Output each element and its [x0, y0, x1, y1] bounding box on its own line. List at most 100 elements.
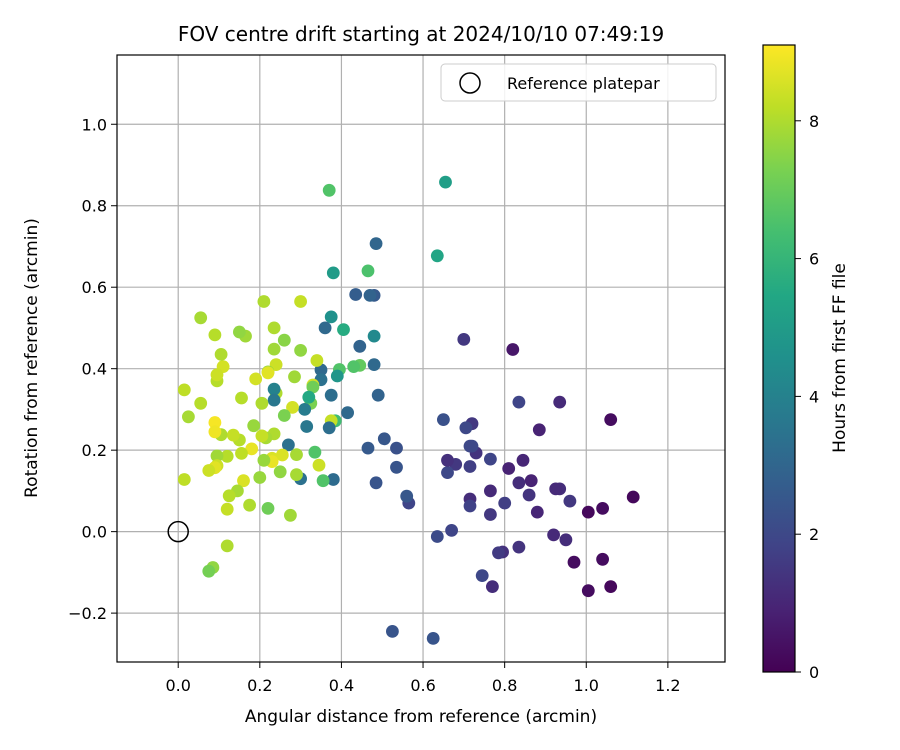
data-point	[222, 489, 236, 503]
colorbar-label: Hours from first FF file	[830, 263, 850, 453]
data-point	[253, 471, 267, 484]
data-point	[261, 502, 275, 515]
y-tick-label: 1.0	[82, 115, 107, 134]
y-axis-label: Rotation from reference (arcmin)	[22, 218, 42, 498]
y-tick-label: 0.0	[82, 523, 107, 542]
data-point	[581, 505, 595, 519]
colorbar-tick-label: 8	[809, 112, 819, 131]
data-point	[386, 625, 399, 638]
data-point	[522, 488, 536, 502]
x-tick-label: 0.4	[329, 676, 354, 695]
x-tick-label: 0.8	[492, 676, 517, 695]
data-point	[275, 448, 289, 462]
data-points	[177, 175, 640, 645]
data-point	[298, 403, 312, 416]
data-point	[430, 249, 444, 263]
data-point	[267, 321, 281, 335]
colorbar: 0 2 4 6 8 Hours from first FF file	[762, 44, 850, 682]
data-point	[361, 264, 375, 278]
data-point	[302, 390, 316, 404]
data-point	[326, 266, 340, 280]
x-axis-label: Angular distance from reference (arcmin)	[245, 707, 597, 727]
data-point	[441, 466, 454, 479]
data-point	[567, 555, 581, 569]
data-point	[210, 449, 224, 463]
colorbar-tick-label: 6	[809, 250, 819, 269]
data-point	[202, 464, 216, 477]
data-point	[532, 423, 546, 437]
legend-label-reference-platepar: Reference platepar	[507, 74, 660, 93]
data-point	[208, 425, 222, 439]
data-point	[277, 409, 291, 422]
data-point	[243, 498, 256, 512]
data-point	[282, 438, 295, 452]
data-point	[182, 410, 195, 424]
data-point	[347, 360, 361, 373]
y-tick-label: 0.8	[82, 197, 107, 216]
data-point	[502, 462, 516, 475]
data-point	[226, 428, 240, 442]
x-tick-label: 0.2	[247, 676, 272, 695]
colorbar-tick-label: 2	[809, 525, 819, 544]
colorbar-gradient	[762, 44, 796, 673]
data-point	[257, 453, 271, 467]
data-point	[559, 533, 573, 547]
data-point	[367, 329, 381, 343]
y-tick-label: −0.2	[68, 604, 107, 623]
data-point	[208, 416, 222, 429]
data-point	[273, 465, 287, 479]
x-tick-label: 1.0	[574, 676, 599, 695]
data-point	[437, 413, 450, 426]
data-point	[310, 354, 324, 367]
data-point	[463, 499, 477, 513]
y-tick-label: 0.2	[82, 441, 107, 460]
data-point	[512, 395, 526, 409]
x-axis: 0.0 0.2 0.4 0.6 0.8 1.0 1.2	[165, 662, 681, 695]
data-point	[604, 580, 618, 593]
data-point	[214, 348, 228, 361]
y-tick-label: 0.4	[82, 360, 107, 379]
data-point	[312, 458, 326, 472]
data-point	[194, 311, 208, 325]
data-point	[284, 508, 297, 522]
data-point	[390, 441, 403, 455]
data-point	[484, 508, 497, 521]
reference-platepar-marker	[167, 520, 189, 543]
data-point	[604, 413, 618, 426]
legend-open-circle-icon	[459, 72, 481, 94]
data-point	[235, 447, 248, 460]
data-point	[390, 460, 403, 474]
data-point	[208, 328, 222, 342]
data-point	[324, 310, 338, 324]
colorbar-tick-label: 0	[809, 663, 819, 682]
data-point	[308, 445, 322, 459]
data-point	[475, 569, 489, 582]
data-point	[486, 580, 499, 593]
data-point	[233, 325, 246, 339]
data-point	[484, 452, 497, 466]
data-point	[220, 449, 234, 463]
y-axis: −0.2 0.0 0.2 0.4 0.6 0.8 1.0	[68, 115, 117, 623]
data-point	[400, 489, 414, 503]
data-point	[530, 505, 544, 519]
data-point	[326, 473, 340, 486]
data-point	[257, 295, 271, 308]
data-point	[322, 183, 336, 197]
data-point	[300, 420, 314, 433]
data-point	[247, 419, 261, 433]
data-point	[492, 546, 505, 560]
data-point	[353, 339, 367, 353]
data-point	[249, 372, 263, 386]
data-point	[267, 393, 281, 407]
data-point	[581, 584, 595, 598]
data-point	[439, 175, 452, 189]
data-point	[290, 448, 303, 461]
data-point	[549, 482, 563, 496]
plot-frame	[116, 54, 726, 663]
data-point	[367, 358, 381, 371]
data-point	[349, 288, 363, 301]
data-point	[596, 552, 609, 566]
data-point	[463, 439, 477, 453]
colorbar-ticks: 0 2 4 6 8	[795, 112, 819, 682]
